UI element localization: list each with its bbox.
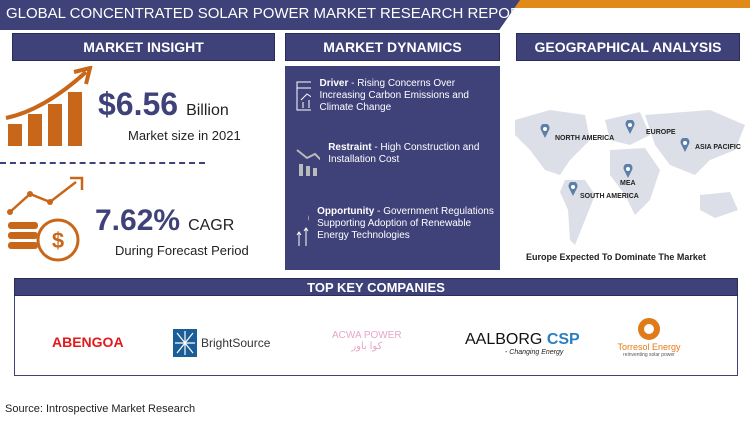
- restraint-item: Restraint - High Construction and Instal…: [295, 142, 495, 178]
- cagr-caption: During Forecast Period: [115, 243, 249, 258]
- pin-icon: [540, 124, 550, 138]
- coin-growth-icon: $: [7, 176, 84, 262]
- pin-icon: [623, 164, 633, 178]
- pin-icon: [680, 138, 690, 152]
- opportunity-item: Opportunity - Government Regulations Sup…: [295, 206, 495, 248]
- opportunity-text: - Government Regulations Supporting Adop…: [317, 206, 494, 241]
- logo-abengoa: ABENGOA: [52, 334, 124, 350]
- accent-strip: [505, 0, 750, 8]
- growth-chart-icon: [5, 66, 93, 146]
- divider: [0, 162, 205, 164]
- logo-aalborg-csp: AALBORG CSP - Changing Energy: [465, 331, 580, 356]
- cagr-value: 7.62%: [95, 204, 181, 237]
- starburst-icon: [173, 329, 197, 357]
- cagr-unit: CAGR: [188, 217, 235, 234]
- driver-item: Driver - Rising Concerns Over Increasing…: [295, 78, 495, 114]
- top-key-companies-header: TOP KEY COMPANIES: [14, 278, 738, 296]
- driver-text: - Rising Concerns Over Increasing Carbon…: [319, 78, 469, 113]
- logo-brightsource: BrightSource: [173, 329, 270, 357]
- logo-acwa-power: ACWA POWER كوا باور: [332, 330, 402, 352]
- market-dynamics-header: MARKET DYNAMICS: [285, 33, 500, 61]
- geographical-analysis-header: GEOGRAPHICAL ANALYSIS: [516, 33, 740, 61]
- market-insight-header: MARKET INSIGHT: [12, 33, 275, 61]
- report-title: GLOBAL CONCENTRATED SOLAR POWER MARKET R…: [0, 0, 520, 30]
- restraint-label: Restraint: [328, 142, 372, 153]
- ring-icon: [638, 318, 660, 340]
- market-value: $6.56: [98, 86, 179, 122]
- region-north-america: NORTH AMERICA: [555, 135, 615, 142]
- region-south-america: SOUTH AMERICA: [580, 193, 639, 200]
- pin-icon: [568, 182, 578, 196]
- region-asia-pacific: ASIA PACIFIC: [695, 144, 741, 151]
- market-dynamics-panel: Driver - Rising Concerns Over Increasing…: [285, 66, 500, 270]
- region-mea: MEA: [620, 180, 636, 187]
- market-unit: Billion: [186, 102, 229, 119]
- source-text: Source: Introspective Market Research: [5, 403, 196, 415]
- region-europe: EUROPE: [646, 129, 676, 136]
- logo-torresol-energy: Torresol Energy reinventing solar power: [614, 318, 684, 358]
- opportunity-label: Opportunity: [317, 206, 375, 217]
- svg-text:$: $: [52, 228, 64, 253]
- driver-label: Driver: [319, 78, 349, 89]
- world-map: [515, 110, 745, 245]
- restraint-text: - High Construction and Installation Cos…: [328, 142, 480, 165]
- declining-bars-icon: [296, 149, 321, 176]
- market-caption: Market size in 2021: [128, 128, 241, 143]
- geo-caption: Europe Expected To Dominate The Market: [526, 252, 706, 262]
- chart-monitor-icon: [296, 81, 312, 111]
- pin-icon: [625, 120, 635, 134]
- rising-bars-icon: [296, 214, 310, 246]
